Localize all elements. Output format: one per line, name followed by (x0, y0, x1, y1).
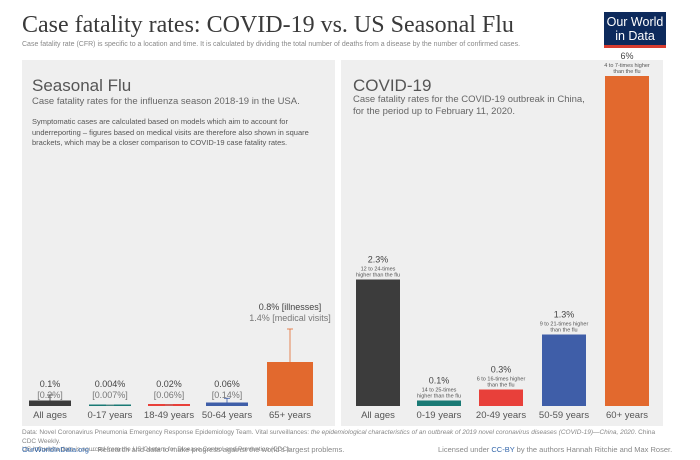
covid-value-label-2: 0.3% (491, 365, 512, 375)
covid-comparison-label-0-1: higher than the flu (356, 273, 400, 279)
flu-category-label-1: 0-17 years (88, 410, 133, 421)
footer-data-text-3: US Influenza data is sourced from the US… (22, 446, 292, 453)
license-link[interactable]: CC-BY (491, 445, 515, 454)
covid-comparison-label-4-1: than the flu (613, 69, 640, 75)
flu-category-label-0: All ages (33, 410, 67, 421)
covid-comparison-label-4-0: 4 to 7-times higher (604, 63, 650, 69)
flu-medical-label-2: [0.06%] (154, 390, 185, 400)
chart-subtitle: Case fatality rate (CFR) is specific to … (22, 41, 521, 48)
covid-comparison-label-0-0: 12 to 24-times (361, 267, 396, 273)
license-prefix: Licensed under (438, 445, 492, 454)
covid-value-label-3: 1.3% (554, 310, 575, 320)
covid-comparison-label-1-0: 14 to 25-times (422, 388, 457, 394)
license-suffix: by the authors Hannah Ritchie and Max Ro… (514, 445, 673, 454)
footer-data-italic: the epidemiological characteristics of a… (310, 429, 635, 436)
flu-value-label-0: 0.1% (40, 379, 61, 389)
footer-tagline: – Research and data to make progress aga… (88, 445, 345, 454)
covid-panel-title: COVID-19 (353, 76, 432, 95)
flu-bar-4 (267, 362, 313, 406)
license-line: Licensed under CC-BY by the authors Hann… (438, 445, 672, 454)
flu-value-label-4: 0.8% [illnesses] (259, 302, 322, 312)
flu-category-label-4: 65+ years (269, 410, 311, 421)
covid-comparison-label-1-1: higher than the flu (417, 394, 461, 400)
covid-comparison-label-2-1: than the flu (487, 383, 514, 389)
owid-logo[interactable]: Our World in Data (604, 12, 666, 48)
covid-category-label-0: All ages (361, 410, 395, 421)
footer-data-label: Data: (22, 429, 38, 436)
covid-bar-3 (542, 334, 586, 406)
flu-category-label-3: 50-64 years (202, 410, 252, 421)
covid-bar-4 (605, 76, 649, 406)
covid-value-label-4: 6% (620, 51, 633, 61)
flu-value-label-3: 0.06% (214, 379, 240, 389)
flu-bar-3 (206, 402, 248, 406)
covid-value-label-0: 2.3% (368, 255, 389, 265)
owid-link[interactable]: OurWorldInData.org (22, 445, 89, 454)
flu-value-label-2: 0.02% (156, 379, 182, 389)
covid-panel-subtitle-2: for the period up to February 11, 2020. (353, 106, 515, 117)
flu-category-label-2: 18-49 years (144, 410, 194, 421)
footer-link-line: OurWorldInData.org – Research and data t… (22, 445, 344, 454)
flu-medical-label-1: [0.007%] (92, 390, 128, 400)
covid-comparison-label-3-1: than the flu (550, 328, 577, 334)
covid-bar-0 (356, 279, 400, 406)
covid-category-label-4: 60+ years (606, 410, 648, 421)
covid-bar-1 (417, 400, 461, 406)
covid-category-label-3: 50-59 years (539, 410, 589, 421)
flu-medical-label-4: 1.4% [medical visits] (249, 313, 331, 323)
chart-title: Case fatality rates: COVID-19 vs. US Sea… (22, 12, 514, 38)
covid-panel-subtitle-1: Case fatality rates for the COVID-19 out… (353, 94, 585, 105)
covid-category-label-1: 0-19 years (417, 410, 462, 421)
flu-bar-0 (29, 400, 71, 406)
logo-line-2: in Data (615, 29, 655, 43)
flu-medical-label-0: [0.2%] (37, 390, 63, 400)
footer-data-source: Data: Novel Coronavirus Pneumonia Emerge… (22, 429, 662, 455)
footer-data-text-1: Novel Coronavirus Pneumonia Emergency Re… (39, 429, 311, 436)
covid-value-label-1: 0.1% (429, 376, 450, 386)
covid-bar-2 (479, 389, 523, 406)
logo-line-1: Our World (606, 15, 664, 29)
footer-data-text-2: . China CDC Weekly. (22, 429, 656, 445)
flu-panel-title: Seasonal Flu (32, 76, 132, 95)
covid-category-label-2: 20-49 years (476, 410, 526, 421)
flu-panel-subtitle: Case fatality rates for the influenza se… (32, 96, 300, 107)
flu-medical-label-3: [0.14%] (212, 390, 243, 400)
flu-panel-note: Symptomatic cases are calculated based o… (32, 117, 309, 147)
covid-comparison-label-2-0: 6 to 16-times higher (477, 377, 526, 383)
covid-comparison-label-3-0: 9 to 21-times higher (540, 322, 589, 328)
flu-value-label-1: 0.004% (95, 379, 126, 389)
